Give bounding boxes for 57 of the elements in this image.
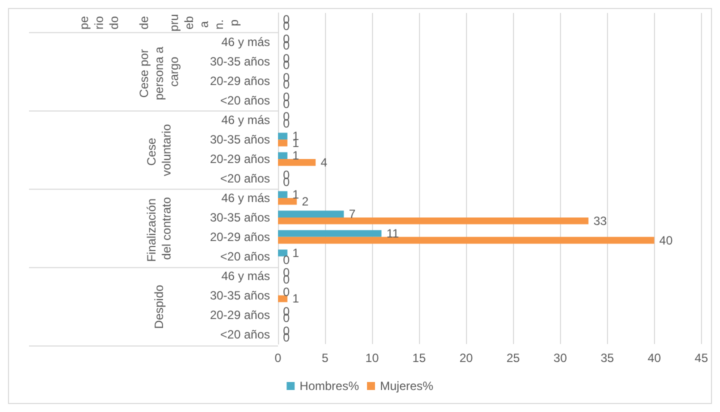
bar	[278, 140, 288, 146]
x-tick-label: 45	[694, 351, 708, 365]
data-label: 2	[302, 194, 309, 208]
y-tick-label: 20-29 años	[210, 152, 270, 166]
bar	[278, 210, 344, 218]
x-tick-label: 15	[412, 351, 426, 365]
y-tick-label: <20 años	[220, 249, 270, 264]
data-label: 1	[292, 292, 300, 306]
data-label: 7	[348, 207, 356, 222]
y-tick-label: <20 años	[220, 94, 270, 108]
bar	[278, 159, 316, 166]
data-label: 1	[292, 246, 300, 260]
data-label: 4	[320, 155, 328, 170]
data-label: 0	[283, 252, 290, 267]
text: Cese por persona a cargo	[137, 43, 181, 100]
data-label: 11	[386, 226, 400, 241]
bar	[278, 230, 382, 237]
x-tick-label: 35	[600, 351, 614, 365]
text: Despido	[152, 284, 166, 329]
bar	[278, 132, 288, 140]
legend-label: Mujeres%	[380, 379, 434, 393]
bar	[278, 152, 288, 160]
text: Finalización del contrato	[144, 195, 174, 262]
bar	[278, 295, 288, 302]
text: periodo de prueba n. p	[77, 14, 241, 32]
text: Cese voluntario	[144, 124, 174, 176]
y-tick-label: 20-29 años	[210, 74, 270, 88]
y-tick-label: 46 y más	[221, 35, 270, 50]
y-tick-label: 30-35 años	[210, 210, 270, 224]
x-tick-label: 0	[274, 351, 282, 365]
x-tick-label: 5	[322, 351, 329, 365]
y-tick-label: <20 años	[220, 172, 270, 186]
y-tick-label: 46 y más	[221, 268, 270, 283]
data-label: 40	[659, 233, 673, 248]
data-label: 1	[292, 148, 300, 163]
legend-label: Hombres%	[300, 379, 360, 393]
bar	[278, 217, 588, 224]
x-tick-label: 40	[648, 351, 662, 365]
bar	[278, 250, 288, 256]
x-tick-label: 25	[506, 351, 520, 365]
y-tick-label: 30-35 años	[210, 54, 270, 69]
bar	[278, 198, 297, 205]
y-tick-label: 20-29 años	[210, 230, 270, 244]
bar	[278, 191, 288, 198]
x-tick-label: 10	[365, 351, 380, 365]
y-tick-label: 46 y más	[221, 113, 270, 128]
data-label: 1	[292, 188, 300, 202]
y-tick-label: 46 y más	[221, 190, 270, 205]
x-tick-label: 20	[459, 351, 474, 365]
y-tick-label: <20 años	[220, 327, 270, 342]
data-label: 0	[283, 284, 290, 299]
y-tick-label: 20-29 años	[210, 308, 270, 322]
x-tick-label: 30	[554, 351, 568, 365]
bar	[278, 236, 654, 244]
y-tick-label: 30-35 años	[210, 288, 270, 302]
data-label: 33	[593, 214, 608, 228]
y-tick-label: 30-35 años	[210, 132, 270, 147]
